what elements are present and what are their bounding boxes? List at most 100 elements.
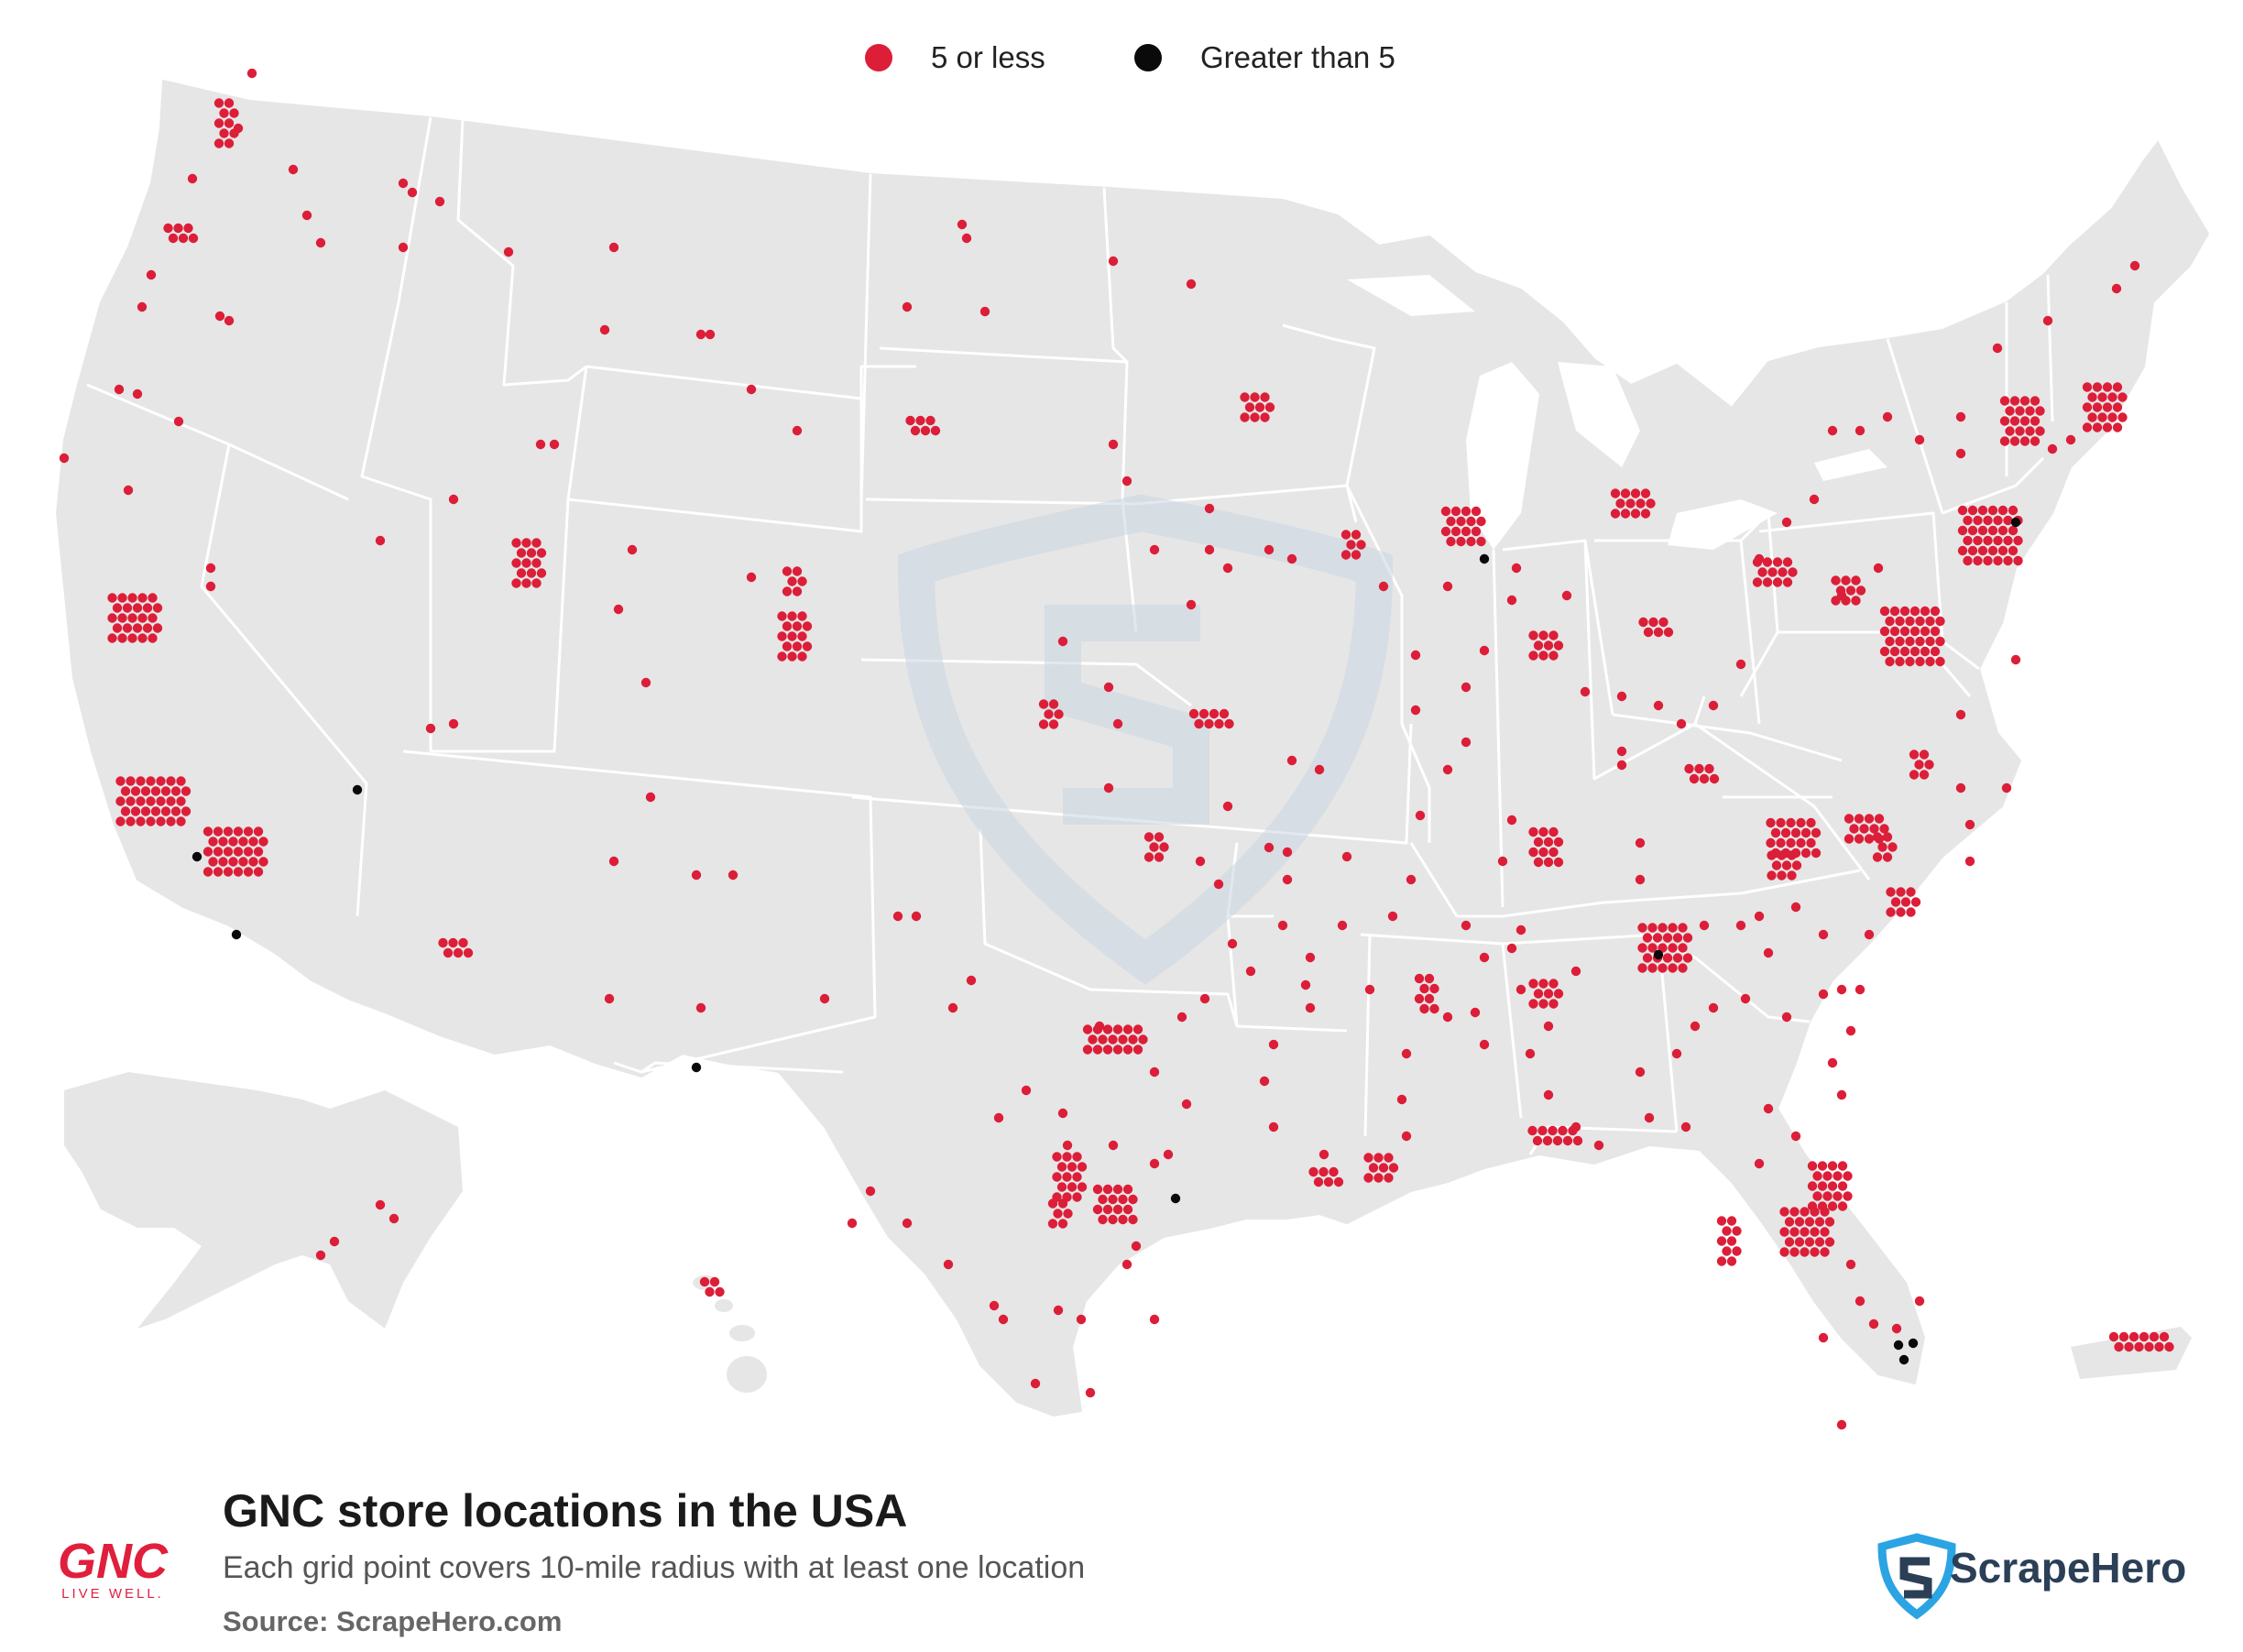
- location-dot: [782, 566, 793, 576]
- location-dot: [1647, 943, 1658, 953]
- location-dot: [1450, 506, 1461, 517]
- location-dot: [1528, 847, 1538, 858]
- location-dot: [1466, 516, 1476, 527]
- location-dot: [160, 806, 171, 816]
- location-dot: [148, 613, 158, 623]
- location-dot: [715, 1286, 725, 1297]
- location-dot: [1543, 989, 1554, 999]
- location-dot: [902, 301, 913, 312]
- location-dot: [1401, 1131, 1412, 1142]
- location-dot: [208, 857, 218, 867]
- location-dot: [1757, 567, 1767, 577]
- location-dot: [1704, 763, 1714, 774]
- location-dot: [1204, 544, 1215, 555]
- location-dot: [1240, 412, 1250, 422]
- location-dot: [1088, 1034, 1098, 1045]
- legend: 5 or less Greater than 5: [0, 35, 2243, 81]
- location-dot: [640, 677, 651, 688]
- location-dot: [1781, 860, 1792, 870]
- location-dot: [1955, 709, 1966, 720]
- us-map: [55, 68, 2210, 1430]
- location-dot: [1740, 993, 1751, 1004]
- location-dot: [2005, 426, 2015, 436]
- location-dot: [599, 324, 610, 335]
- location-dot: [1914, 1296, 1925, 1307]
- location-dot: [375, 535, 386, 546]
- location-dot: [1128, 1214, 1138, 1225]
- location-dot: [1131, 1241, 1142, 1252]
- location-dot: [1935, 636, 1945, 647]
- location-dot: [1143, 852, 1154, 862]
- location-dot: [1108, 1214, 1118, 1225]
- location-dot: [1770, 827, 1781, 838]
- location-dot: [1708, 1002, 1719, 1013]
- location-dot: [258, 857, 268, 867]
- location-dot: [782, 621, 793, 631]
- location-dot: [1993, 535, 2003, 546]
- location-dot: [130, 806, 141, 816]
- location-dot: [1800, 827, 1811, 838]
- location-dot: [1638, 617, 1648, 628]
- location-dot: [521, 538, 531, 548]
- location-dot: [1776, 837, 1786, 848]
- location-dot: [2112, 402, 2123, 412]
- location-dot: [132, 388, 143, 399]
- location-dot: [219, 108, 229, 118]
- location-dot: [1827, 1181, 1838, 1191]
- location-dot: [142, 603, 153, 613]
- location-dot: [521, 558, 531, 568]
- location-dot: [1260, 412, 1270, 422]
- location-dot: [2129, 260, 2140, 271]
- location-dot: [1919, 749, 1930, 760]
- dense-location-dot: [1653, 949, 1664, 960]
- location-dot: [163, 223, 173, 234]
- location-dot: [911, 911, 922, 922]
- location-dot: [1899, 626, 1910, 637]
- location-dot: [531, 558, 542, 568]
- location-dot: [1754, 553, 1765, 564]
- location-dot: [2102, 382, 2113, 392]
- location-dot: [202, 826, 213, 837]
- location-dot: [1836, 590, 1847, 601]
- location-dot: [1122, 1259, 1132, 1270]
- location-dot: [137, 593, 148, 603]
- location-dot: [1855, 984, 1866, 995]
- location-dot: [1368, 1163, 1379, 1173]
- location-dot: [173, 416, 184, 427]
- location-dot: [1047, 1198, 1058, 1209]
- location-dot: [966, 975, 977, 986]
- location-dot: [1872, 832, 1883, 842]
- location-dot: [166, 776, 176, 786]
- location-dot: [511, 558, 521, 568]
- location-dot: [1118, 1034, 1128, 1045]
- location-dot: [1915, 616, 1925, 627]
- location-dot: [1062, 1140, 1073, 1151]
- location-dot: [1886, 907, 1896, 917]
- location-dot: [930, 425, 941, 436]
- location-dot: [1103, 682, 1114, 693]
- location-dot: [1637, 923, 1647, 933]
- location-dot: [1879, 606, 1890, 617]
- location-dot: [1844, 814, 1855, 824]
- location-dot: [176, 816, 186, 826]
- location-dot: [1964, 856, 1975, 867]
- location-dot: [2008, 545, 2019, 556]
- location-dot: [1906, 887, 1916, 897]
- location-dot: [1076, 1314, 1087, 1325]
- location-dot: [434, 196, 445, 207]
- location-dot: [1092, 1204, 1103, 1215]
- location-dot: [1896, 907, 1906, 917]
- location-dot: [1630, 488, 1641, 498]
- location-dot: [1909, 749, 1920, 760]
- location-dot: [448, 494, 459, 505]
- location-dot: [1314, 764, 1325, 775]
- location-dot: [1356, 540, 1366, 550]
- location-dot: [1735, 659, 1746, 670]
- location-dot: [1048, 699, 1059, 709]
- location-dot: [1479, 952, 1490, 963]
- location-dot: [1054, 709, 1064, 719]
- location-dot: [1732, 1246, 1742, 1256]
- location-dot: [1440, 526, 1451, 537]
- location-dot: [1548, 651, 1559, 661]
- location-dot: [1250, 392, 1260, 402]
